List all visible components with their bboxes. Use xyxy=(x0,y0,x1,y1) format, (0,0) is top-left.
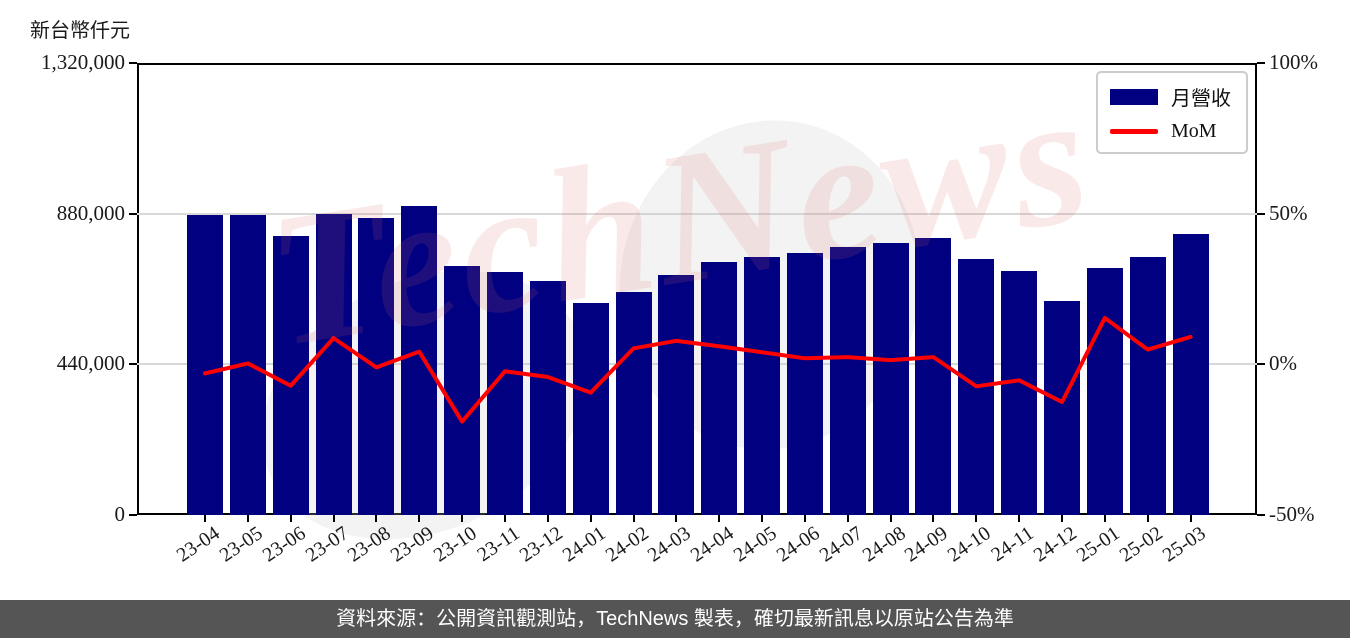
legend-label-mom: MoM xyxy=(1171,120,1217,142)
bar-24-05 xyxy=(744,256,781,515)
left-tick-1,320,000: 1,320,000 xyxy=(41,50,125,74)
x-tick-mark xyxy=(718,515,721,522)
x-tick-mark xyxy=(332,515,335,522)
x-tick-mark xyxy=(632,515,635,522)
bar-24-12 xyxy=(1044,300,1080,515)
mom-line-swatch-icon xyxy=(1110,129,1158,134)
source-footer: 資料來源：公開資訊觀測站，TechNews 製表，確切最新訊息以原站公告為準 xyxy=(0,600,1350,638)
left-tick-mark xyxy=(129,62,137,64)
bar-24-07 xyxy=(829,246,866,515)
y-axis-title: 新台幣仟元 xyxy=(30,20,130,42)
x-tick-mark xyxy=(546,515,549,522)
x-tick-mark xyxy=(675,515,678,522)
right-tick-mark xyxy=(1257,514,1265,516)
left-tick-mark xyxy=(129,212,137,215)
left-tick-mark xyxy=(129,363,137,366)
bar-23-11 xyxy=(486,271,523,515)
bar-24-03 xyxy=(658,274,695,515)
x-tick-mark xyxy=(975,515,978,522)
bar-24-09 xyxy=(915,237,952,515)
right-tick-100%: 100% xyxy=(1269,50,1318,74)
right-tick-mark xyxy=(1257,212,1265,215)
bar-24-10 xyxy=(958,258,995,515)
legend: 月營收 MoM xyxy=(1096,71,1248,154)
bar-24-11 xyxy=(1001,270,1038,515)
x-tick-mark xyxy=(803,515,806,522)
bar-23-04 xyxy=(187,214,223,515)
x-tick-mark xyxy=(1146,515,1149,522)
bar-23-07 xyxy=(315,213,352,515)
right-tick--50%: -50% xyxy=(1269,502,1315,526)
right-tick-mark xyxy=(1257,62,1265,64)
x-tick-mark xyxy=(1061,515,1063,522)
bar-23-09 xyxy=(401,206,438,515)
bar-24-02 xyxy=(615,292,652,515)
x-tick-mark xyxy=(418,515,421,522)
x-tick-mark xyxy=(846,515,849,522)
right-tick-50%: 50% xyxy=(1269,200,1308,225)
x-tick-mark xyxy=(1018,515,1021,522)
x-tick-mark xyxy=(246,515,249,522)
bar-25-03 xyxy=(1172,233,1209,515)
bar-23-08 xyxy=(358,217,395,515)
x-tick-mark xyxy=(761,515,764,522)
bar-23-05 xyxy=(229,214,266,515)
bar-24-06 xyxy=(786,252,823,515)
x-tick-mark xyxy=(289,515,292,522)
bar-23-12 xyxy=(529,280,566,515)
legend-item-revenue: 月營收 xyxy=(1110,82,1234,111)
legend-label-revenue: 月營收 xyxy=(1171,88,1231,110)
x-tick-mark xyxy=(1189,515,1192,522)
x-tick-mark xyxy=(503,515,506,522)
left-tick-0: 0 xyxy=(114,502,126,526)
bar-25-01 xyxy=(1086,267,1123,515)
right-tick-mark xyxy=(1257,363,1265,366)
revenue-bar-swatch-icon xyxy=(1110,88,1158,105)
left-tick-440,000: 440,000 xyxy=(56,351,125,376)
x-tick-mark xyxy=(1103,515,1106,522)
left-tick-mark xyxy=(129,514,137,516)
x-tick-mark xyxy=(932,515,935,522)
x-tick-mark xyxy=(204,515,206,522)
right-tick-0%: 0% xyxy=(1269,351,1297,376)
bar-25-02 xyxy=(1129,256,1166,515)
left-tick-880,000: 880,000 xyxy=(56,200,125,225)
bar-23-10 xyxy=(444,265,481,515)
bar-24-01 xyxy=(572,303,609,515)
gridline-880,000 xyxy=(137,212,1257,215)
bar-23-06 xyxy=(272,235,309,515)
x-tick-mark xyxy=(375,515,378,522)
legend-item-mom: MoM xyxy=(1110,120,1234,143)
x-tick-mark xyxy=(889,515,892,522)
x-tick-mark xyxy=(461,515,464,522)
bar-24-04 xyxy=(701,261,738,515)
bar-24-08 xyxy=(872,242,909,515)
x-tick-mark xyxy=(589,515,592,522)
